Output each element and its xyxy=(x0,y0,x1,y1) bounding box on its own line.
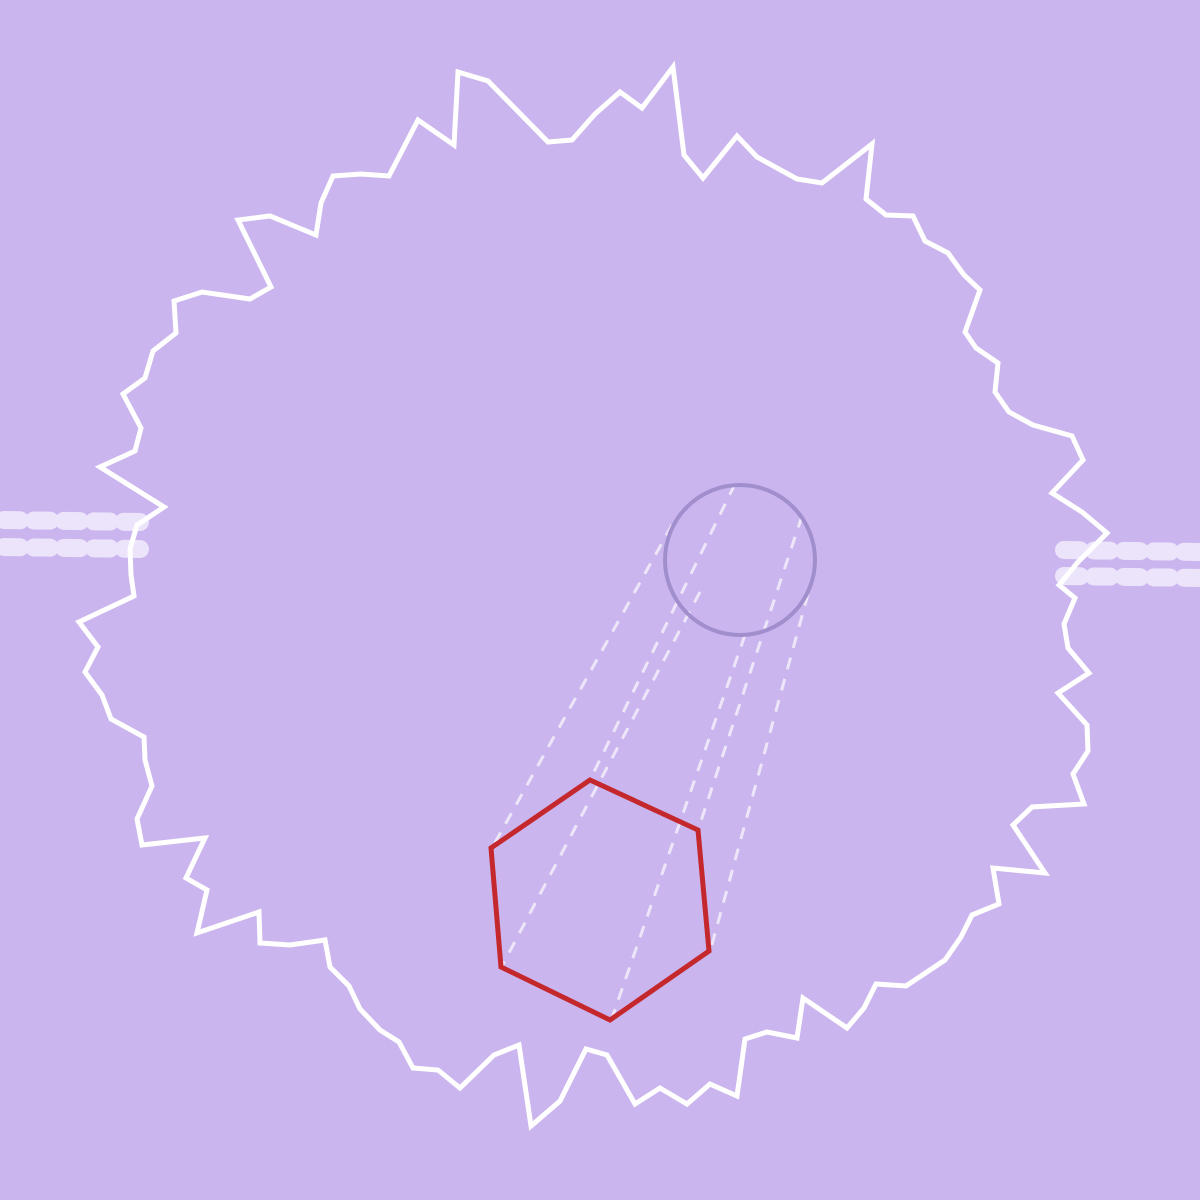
right-gate-bar-top xyxy=(1055,541,1200,561)
hexagon-player[interactable] xyxy=(488,777,712,1023)
target-ring xyxy=(663,483,817,637)
motion-trail xyxy=(490,483,810,1019)
jagged-boundary xyxy=(75,60,1111,1131)
trail-line xyxy=(610,634,747,1019)
trail-line xyxy=(696,515,804,831)
left-gate xyxy=(0,511,149,558)
left-gate-bar-bottom xyxy=(0,538,149,558)
trail-line xyxy=(490,524,674,849)
trail-line xyxy=(588,483,737,781)
left-gate-bar-top xyxy=(0,511,149,531)
trail-line xyxy=(500,591,702,967)
trail-line xyxy=(709,593,810,949)
right-gate-bar-bottom xyxy=(1055,567,1200,587)
